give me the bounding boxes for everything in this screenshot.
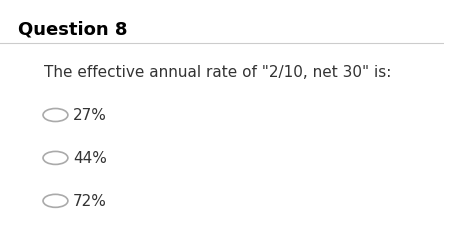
Text: Question 8: Question 8	[18, 21, 127, 39]
Text: 44%: 44%	[73, 151, 107, 166]
Text: 27%: 27%	[73, 108, 107, 123]
Text: 72%: 72%	[73, 194, 107, 208]
Text: The effective annual rate of "2/10, net 30" is:: The effective annual rate of "2/10, net …	[44, 65, 392, 80]
